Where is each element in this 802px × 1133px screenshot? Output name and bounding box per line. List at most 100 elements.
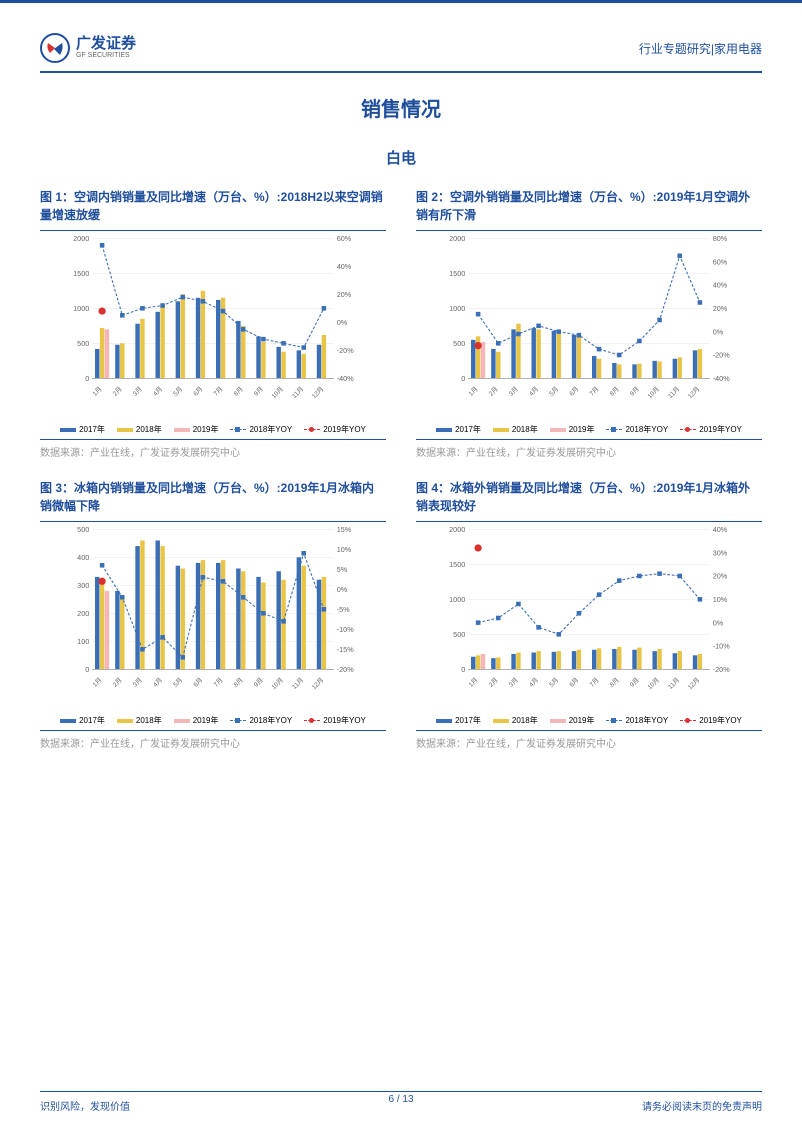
charts-grid: 图 1：空调内销销量及同比增速（万台、%）:2018H2以来空调销量增速放缓 0… (40, 188, 762, 750)
svg-text:20%: 20% (713, 304, 728, 313)
legend-2017: 2017年 (436, 424, 481, 435)
svg-text:2000: 2000 (73, 234, 89, 243)
svg-text:60%: 60% (713, 257, 728, 266)
svg-text:0: 0 (85, 665, 89, 674)
svg-text:0%: 0% (337, 318, 348, 327)
svg-text:3月: 3月 (131, 385, 144, 398)
legend-2018: 2018年 (117, 715, 162, 726)
legend-2018: 2018年 (117, 424, 162, 435)
svg-text:80%: 80% (713, 234, 728, 243)
chart-title: 图 4：冰箱外销销量及同比增速（万台、%）:2019年1月冰箱外销表现较好 (416, 479, 762, 515)
svg-text:200: 200 (77, 609, 89, 618)
svg-text:11月: 11月 (290, 676, 305, 691)
svg-text:11月: 11月 (666, 676, 681, 691)
svg-text:2月: 2月 (487, 385, 500, 398)
legend-2018yoy: 2018年YOY (230, 424, 292, 435)
svg-text:0: 0 (461, 374, 465, 383)
logo-en: GF SECURITIES (76, 52, 136, 60)
chart-title: 图 1：空调内销销量及同比增速（万台、%）:2018H2以来空调销量增速放缓 (40, 188, 386, 224)
legend-2019: 2019年 (550, 715, 595, 726)
svg-text:1500: 1500 (449, 560, 465, 569)
svg-text:1月: 1月 (91, 676, 104, 689)
svg-text:12月: 12月 (310, 676, 325, 691)
legend-2018: 2018年 (493, 715, 538, 726)
svg-text:9月: 9月 (628, 676, 641, 689)
svg-text:4月: 4月 (151, 676, 164, 689)
legend-2019yoy: 2019年YOY (304, 715, 366, 726)
legend-2017: 2017年 (60, 424, 105, 435)
legend-2019yoy: 2019年YOY (680, 424, 742, 435)
svg-text:9月: 9月 (252, 676, 265, 689)
header-category: 行业专题研究|家用电器 (639, 40, 762, 57)
legend-2019: 2019年 (174, 424, 219, 435)
svg-text:3月: 3月 (131, 676, 144, 689)
legend-2019: 2019年 (174, 715, 219, 726)
sub-title: 白电 (40, 147, 762, 168)
svg-text:8月: 8月 (232, 385, 245, 398)
main-title: 销售情况 (40, 93, 762, 122)
svg-text:40%: 40% (337, 262, 352, 271)
chart-svg: 0500100015002000-40%-20%0%20%40%60%80%1月… (416, 231, 762, 422)
svg-text:40%: 40% (713, 525, 728, 534)
svg-text:0: 0 (85, 374, 89, 383)
svg-text:8月: 8月 (232, 676, 245, 689)
svg-text:-40%: -40% (337, 374, 355, 383)
svg-text:5月: 5月 (172, 385, 185, 398)
chart-svg: 0500100015002000-40%-20%0%20%40%60%1月2月3… (40, 231, 386, 422)
logo-cn: 广发证券 (76, 36, 136, 53)
svg-text:12月: 12月 (686, 676, 701, 691)
svg-text:4月: 4月 (527, 676, 540, 689)
svg-text:2000: 2000 (449, 525, 465, 534)
svg-text:4月: 4月 (527, 385, 540, 398)
svg-text:500: 500 (77, 339, 89, 348)
svg-text:40%: 40% (713, 281, 728, 290)
chart2: 图 2：空调外销销量及同比增速（万台、%）:2019年1月空调外销有所下滑 05… (416, 188, 762, 459)
svg-text:15%: 15% (337, 525, 352, 534)
svg-text:-10%: -10% (337, 625, 355, 634)
legend-2018yoy: 2018年YOY (230, 715, 292, 726)
chart-svg: 0100200300400500-20%-15%-10%-5%0%5%10%15… (40, 522, 386, 713)
svg-text:1500: 1500 (449, 269, 465, 278)
chart-legend: 2017年 2018年 2019年 2018年YOY 2019年YOY (40, 713, 386, 728)
chart-legend: 2017年 2018年 2019年 2018年YOY 2019年YOY (40, 422, 386, 437)
svg-text:1月: 1月 (91, 385, 104, 398)
chart-source: 数据来源：产业在线，广发证券发展研究中心 (40, 444, 386, 459)
svg-text:2000: 2000 (449, 234, 465, 243)
svg-text:10%: 10% (713, 595, 728, 604)
svg-text:500: 500 (77, 525, 89, 534)
svg-text:400: 400 (77, 553, 89, 562)
svg-text:2月: 2月 (487, 676, 500, 689)
svg-text:-20%: -20% (713, 665, 731, 674)
svg-text:11月: 11月 (290, 385, 305, 400)
svg-text:8月: 8月 (608, 385, 621, 398)
logo: 广发证券 GF SECURITIES (40, 33, 136, 63)
svg-text:1000: 1000 (449, 595, 465, 604)
chart-source: 数据来源：产业在线，广发证券发展研究中心 (40, 735, 386, 750)
svg-text:1500: 1500 (73, 269, 89, 278)
chart-canvas: 0500100015002000-40%-20%0%20%40%60%80%1月… (416, 230, 762, 440)
legend-2017: 2017年 (436, 715, 481, 726)
svg-text:0%: 0% (337, 585, 348, 594)
svg-text:1月: 1月 (467, 385, 480, 398)
svg-text:7月: 7月 (588, 676, 601, 689)
svg-text:9月: 9月 (252, 385, 265, 398)
svg-text:6月: 6月 (192, 676, 205, 689)
chart-title: 图 3：冰箱内销销量及同比增速（万台、%）:2019年1月冰箱内销微幅下降 (40, 479, 386, 515)
svg-text:20%: 20% (337, 290, 352, 299)
legend-2017: 2017年 (60, 715, 105, 726)
chart-canvas: 0500100015002000-40%-20%0%20%40%60%1月2月3… (40, 230, 386, 440)
legend-2018: 2018年 (493, 424, 538, 435)
svg-text:-10%: -10% (713, 642, 731, 651)
svg-text:6月: 6月 (192, 385, 205, 398)
svg-text:0%: 0% (713, 327, 724, 336)
svg-text:2月: 2月 (111, 385, 124, 398)
svg-text:0%: 0% (713, 618, 724, 627)
chart-canvas: 0500100015002000-20%-10%0%10%20%30%40%1月… (416, 521, 762, 731)
svg-text:8月: 8月 (608, 676, 621, 689)
page-number: 6 / 13 (40, 1094, 762, 1105)
logo-text: 广发证券 GF SECURITIES (76, 36, 136, 60)
legend-2019yoy: 2019年YOY (304, 424, 366, 435)
svg-text:10月: 10月 (646, 676, 661, 691)
chart-source: 数据来源：产业在线，广发证券发展研究中心 (416, 444, 762, 459)
legend-2018yoy: 2018年YOY (606, 715, 668, 726)
